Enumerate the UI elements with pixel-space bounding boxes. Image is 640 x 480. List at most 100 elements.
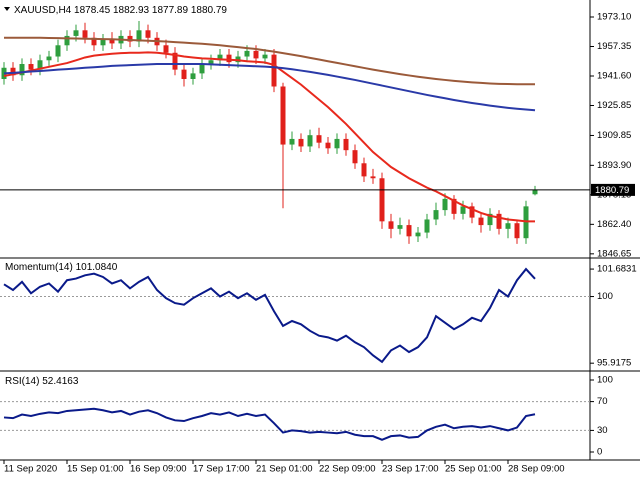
y-tick-label: 101.6831 xyxy=(597,264,637,275)
y-tick-label: 30 xyxy=(597,425,608,436)
indicator-line xyxy=(3,407,536,441)
price-label: 1880.79 xyxy=(595,185,629,196)
y-tick-label: 70 xyxy=(597,396,608,407)
candle-body xyxy=(379,178,385,222)
candle-body xyxy=(325,142,331,149)
indicator-title: Momentum(14) 101.0840 xyxy=(5,262,118,273)
candle-body xyxy=(55,45,61,57)
candle-body xyxy=(505,223,511,229)
candle-body xyxy=(64,35,70,46)
x-tick-label: 11 Sep 2020 xyxy=(4,464,57,475)
candle-body xyxy=(406,225,412,237)
candle-body xyxy=(253,50,259,59)
candle-body xyxy=(424,219,430,233)
y-tick-label: 1973.10 xyxy=(597,12,631,23)
candle-body xyxy=(271,54,277,87)
candle-body xyxy=(145,30,151,38)
candle-body xyxy=(451,198,457,214)
chart-header: XAUUSD,H4 1878.45 1882.93 1877.89 1880.7… xyxy=(14,5,227,16)
candle-body xyxy=(127,35,133,42)
x-tick-label: 17 Sep 17:00 xyxy=(193,464,250,475)
candle-body xyxy=(181,69,187,79)
open-value: 1878.45 xyxy=(74,5,111,16)
y-tick-label: 1909.85 xyxy=(597,130,631,141)
y-tick-label: 100 xyxy=(597,291,613,302)
candle-body xyxy=(532,189,538,195)
candle-body xyxy=(361,163,367,177)
candle-body xyxy=(163,45,169,53)
candle-body xyxy=(19,64,25,76)
indicator-name: Momentum(14) xyxy=(5,262,73,273)
candle-body xyxy=(478,217,484,226)
moving-average xyxy=(3,51,535,223)
candle-body xyxy=(262,54,268,59)
y-tick-label: 1925.85 xyxy=(597,100,631,111)
candle-body xyxy=(307,135,313,147)
x-tick-label: 22 Sep 09:00 xyxy=(319,464,376,475)
candle-body xyxy=(100,39,106,46)
candle-body xyxy=(334,138,340,149)
x-tick-label: 21 Sep 01:00 xyxy=(256,464,313,475)
x-tick-label: 28 Sep 09:00 xyxy=(508,464,565,475)
candle-body xyxy=(217,54,223,61)
candle-body xyxy=(433,210,439,220)
indicator-value: 52.4163 xyxy=(42,376,79,387)
candle-body xyxy=(82,30,88,38)
candle-body xyxy=(442,198,448,211)
candle-body xyxy=(298,138,304,147)
candle-body xyxy=(10,67,16,76)
candle-body xyxy=(487,213,493,226)
candle-body xyxy=(190,73,196,79)
close-value: 1880.79 xyxy=(191,5,228,16)
y-tick-label: 0 xyxy=(597,447,602,458)
candle-body xyxy=(280,86,286,145)
candle-body xyxy=(415,232,421,237)
candle-body xyxy=(316,135,322,143)
momentum-panel xyxy=(0,267,590,364)
candle-body xyxy=(496,213,502,229)
candle-body xyxy=(397,225,403,229)
price-label-box xyxy=(591,183,635,196)
candle-body xyxy=(244,50,250,57)
indicator-value: 101.0840 xyxy=(76,262,118,273)
candle-body xyxy=(199,64,205,74)
candle-body xyxy=(514,223,520,239)
x-tick-label: 15 Sep 01:00 xyxy=(67,464,124,475)
candle-body xyxy=(208,60,214,65)
candle-body xyxy=(469,206,475,218)
x-tick-label: 23 Sep 17:00 xyxy=(382,464,439,475)
candle-body xyxy=(109,39,115,44)
high-value: 1882.93 xyxy=(113,5,150,16)
candle-body xyxy=(388,221,394,229)
candle-body xyxy=(91,37,97,46)
rsi-panel xyxy=(0,401,590,441)
candle-body xyxy=(352,150,358,164)
menu-arrow xyxy=(4,7,10,11)
x-tick-label: 16 Sep 09:00 xyxy=(130,464,187,475)
symbol: XAUUSD,H4 xyxy=(14,5,72,16)
candle-body xyxy=(289,138,295,145)
candle-body xyxy=(343,138,349,151)
indicator-line xyxy=(3,267,536,364)
moving-average xyxy=(4,36,535,86)
y-tick-label: 95.9175 xyxy=(597,358,631,369)
y-tick-label: 100 xyxy=(597,375,613,386)
candle-body xyxy=(172,52,178,70)
y-tick-label: 1893.90 xyxy=(597,160,631,171)
indicator-name: RSI(14) xyxy=(5,376,39,387)
axes: 1973.10 1957.35 1941.60 1925.85 1909.85 1893.… xyxy=(3,12,637,475)
candle-body xyxy=(46,56,52,61)
x-tick-label: 25 Sep 01:00 xyxy=(445,464,502,475)
price-panel xyxy=(0,20,590,244)
candle-body xyxy=(73,30,79,36)
y-tick-label: 1862.40 xyxy=(597,219,631,230)
low-value: 1877.89 xyxy=(152,5,189,16)
candle-body xyxy=(370,176,376,179)
y-tick-label: 1846.65 xyxy=(597,248,631,259)
candle-body xyxy=(226,54,232,63)
candle-body xyxy=(136,30,142,42)
indicator-title: RSI(14) 52.4163 xyxy=(5,376,79,387)
y-tick-label: 1957.35 xyxy=(597,41,631,52)
